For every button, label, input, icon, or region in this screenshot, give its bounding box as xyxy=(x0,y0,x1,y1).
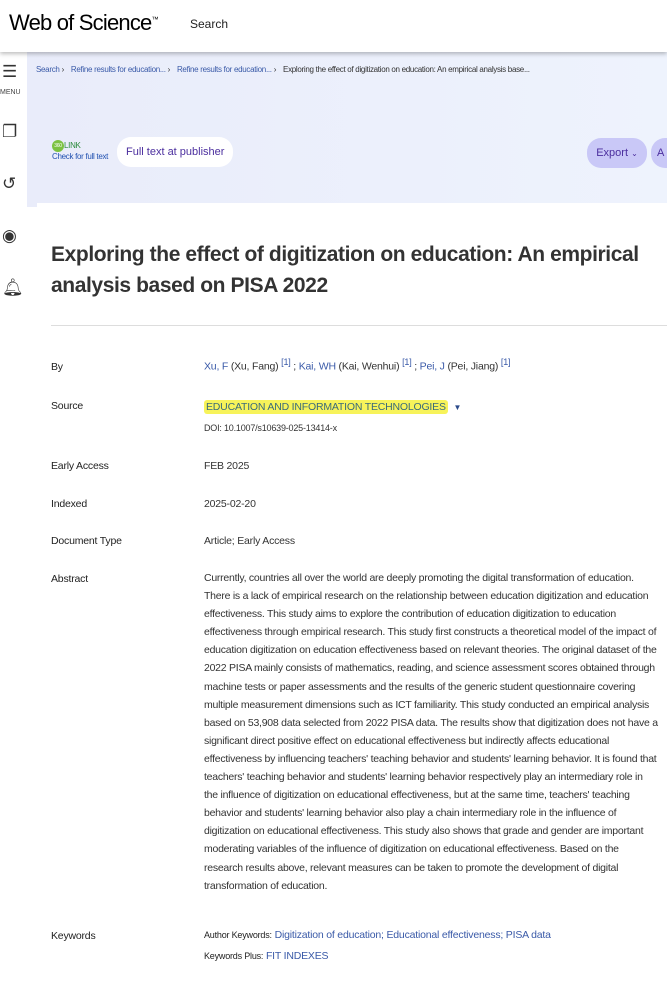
sidebar: ☰ MENU ❐ ↺ ◉ 🔔︎ xyxy=(0,52,27,983)
page-title: Exploring the effect of digitization on … xyxy=(51,243,639,297)
indexed-value: 2025-02-20 xyxy=(204,498,256,510)
breadcrumb-search[interactable]: Search xyxy=(36,65,60,74)
early-access-value: FEB 2025 xyxy=(204,460,250,472)
search-nav-link[interactable]: Search xyxy=(190,17,229,31)
keywords-plus-link[interactable]: FIT INDEXES xyxy=(265,950,329,962)
early-access-label: Early Access xyxy=(51,460,109,472)
by-label: By xyxy=(51,361,63,373)
logo[interactable]: Web of Science™ xyxy=(9,10,159,35)
doi: DOI: 10.1007/s10639-025-13414-x xyxy=(204,423,337,433)
source-label: Source xyxy=(51,400,84,412)
indexed-label: Indexed xyxy=(51,498,87,510)
divider xyxy=(51,325,667,326)
export-button[interactable]: Export ⌄ xyxy=(587,138,647,168)
doctype-label: Document Type xyxy=(51,535,122,547)
chevron-down-icon: ⌄ xyxy=(631,149,638,158)
record-card: Exploring the effect of digitization on … xyxy=(37,203,667,983)
source: EDUCATION AND INFORMATION TECHNOLOGIES ▼ xyxy=(204,400,659,414)
authors: Xu, F (Xu, Fang) [1] ; Kai, WH (Kai, Wen… xyxy=(204,357,511,373)
author-keywords-links[interactable]: Digitization of education; Educational e… xyxy=(274,929,551,941)
keywords-label: Keywords xyxy=(51,930,96,942)
author-link[interactable]: Kai, WH xyxy=(298,360,336,373)
link360-button[interactable]: 360 LINK Check for full text xyxy=(52,140,109,161)
doctype-value: Article; Early Access xyxy=(204,535,295,547)
author-link[interactable]: Pei, J xyxy=(419,360,445,373)
menu-label: MENU xyxy=(0,89,21,96)
keywords-plus: Keywords Plus: FIT INDEXES xyxy=(204,950,329,962)
abstract-text: Currently, countries all over the world … xyxy=(204,572,658,892)
menu-collapse-icon[interactable]: ☰ xyxy=(2,62,18,81)
breadcrumb-current: Exploring the effect of digitization on … xyxy=(283,65,530,74)
bookmark-icon[interactable]: ❐ xyxy=(2,122,18,141)
caret-down-icon[interactable]: ▼ xyxy=(453,403,462,412)
link360-logo-icon: 360 xyxy=(52,140,64,152)
history-icon[interactable]: ↺ xyxy=(2,174,17,193)
author-keywords: Author Keywords: Digitization of educati… xyxy=(204,929,551,941)
account-icon[interactable]: ◉ xyxy=(2,226,17,245)
breadcrumb-refine-1[interactable]: Refine results for education... xyxy=(70,65,166,74)
breadcrumb-refine-2[interactable]: Refine results for education... xyxy=(176,65,272,74)
bell-icon[interactable]: 🔔︎ xyxy=(2,278,24,297)
breadcrumb: Search › Refine results for education... ›… xyxy=(36,65,530,74)
record-header: Search › Refine results for education... ›… xyxy=(27,52,667,207)
source-journal-link[interactable]: EDUCATION AND INFORMATION TECHNOLOGIES xyxy=(204,400,448,414)
abstract-label: Abstract xyxy=(51,573,88,585)
add-to-list-button[interactable]: A xyxy=(651,138,667,168)
full-text-button[interactable]: Full text at publisher xyxy=(117,137,234,167)
top-bar: Web of Science™ Search xyxy=(0,0,667,52)
author-link[interactable]: Xu, F xyxy=(204,360,229,373)
